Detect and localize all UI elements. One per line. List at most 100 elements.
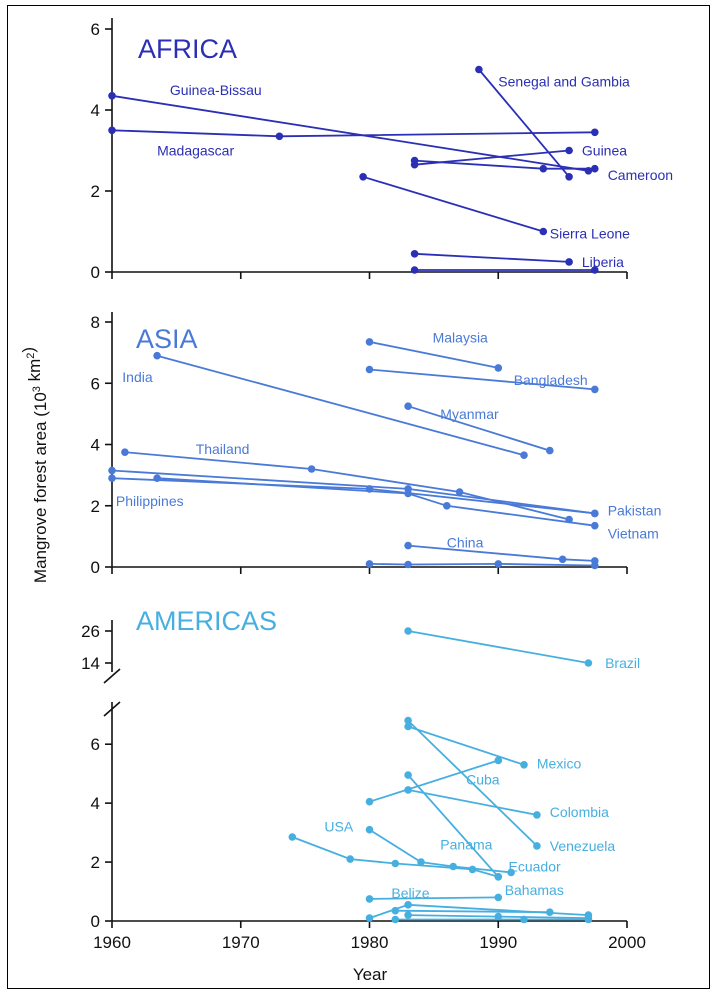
africa-y-tick-label: 4 xyxy=(91,101,100,120)
data-point xyxy=(494,364,503,372)
country-label: USA xyxy=(324,819,353,835)
country-label: Madagascar xyxy=(157,143,234,159)
data-point xyxy=(365,797,374,806)
americas-y-tick-label: 4 xyxy=(91,794,100,813)
data-point xyxy=(494,756,503,765)
data-point xyxy=(520,451,528,460)
data-point xyxy=(584,659,593,667)
series-line xyxy=(407,774,499,878)
series-line xyxy=(369,759,499,803)
country-label: Liberia xyxy=(582,254,624,270)
data-point xyxy=(404,771,412,779)
data-point xyxy=(410,250,419,258)
data-point xyxy=(565,146,573,155)
country-label: Panama xyxy=(440,836,492,852)
data-point xyxy=(591,385,599,394)
data-point xyxy=(417,858,425,866)
data-point xyxy=(591,164,599,173)
data-point xyxy=(449,862,458,871)
asia-y-tick-label: 6 xyxy=(91,374,100,393)
data-point xyxy=(307,465,316,473)
data-point xyxy=(591,521,599,530)
data-point xyxy=(507,868,515,877)
data-point xyxy=(404,560,412,569)
asia-y-tick-label: 8 xyxy=(91,313,100,332)
americas-y-tick-label: 6 xyxy=(91,735,100,754)
country-label: Thailand xyxy=(196,441,250,457)
data-point xyxy=(443,502,451,510)
country-label: Malaysia xyxy=(433,329,488,345)
data-point xyxy=(455,488,464,496)
data-point xyxy=(108,126,116,135)
x-axis-label: Year xyxy=(353,965,388,984)
country-label: China xyxy=(447,535,484,551)
data-point xyxy=(584,915,593,924)
data-point xyxy=(153,351,161,360)
data-point xyxy=(108,474,116,483)
series-line xyxy=(369,562,595,567)
data-point xyxy=(365,825,374,834)
series-line xyxy=(369,896,499,900)
series-line xyxy=(124,451,570,521)
data-point xyxy=(591,128,599,137)
data-point xyxy=(591,266,599,274)
data-point xyxy=(365,560,374,568)
y-axis-label-part: Mangrove forest area (10 xyxy=(31,392,50,583)
data-point xyxy=(520,915,528,924)
data-point xyxy=(546,446,554,455)
data-point xyxy=(404,911,412,919)
data-point xyxy=(533,811,541,819)
series-line xyxy=(407,789,538,816)
series-line xyxy=(478,68,570,178)
africa-y-tick-label: 2 xyxy=(91,182,100,201)
country-label: Pakistan xyxy=(608,502,662,518)
africa-y-tick-label: 6 xyxy=(91,20,100,39)
data-point xyxy=(404,716,412,725)
y-axis-label-part: km xyxy=(25,359,44,386)
country-label: Ecuador xyxy=(509,859,561,875)
asia-y-tick-label: 0 xyxy=(91,558,100,577)
asia-y-tick-label: 2 xyxy=(91,497,100,516)
data-point xyxy=(404,402,412,411)
americas-panel: 0 2 4 6 26 14 AMERICAS Brazil Mexico Cuba Colombia… xyxy=(81,606,640,931)
x-tick-label: 1970 xyxy=(222,933,260,952)
data-point xyxy=(153,474,161,483)
country-label: Myanmar xyxy=(440,406,499,422)
series-line xyxy=(362,175,544,233)
series-line xyxy=(369,828,512,874)
data-point xyxy=(288,833,297,841)
data-point xyxy=(494,560,503,568)
data-point xyxy=(365,365,374,374)
country-label: Cuba xyxy=(466,772,500,788)
country-label: Vietnam xyxy=(608,525,659,541)
country-label: Belize xyxy=(391,885,429,901)
data-point xyxy=(539,227,548,236)
americas-title: AMERICAS xyxy=(136,606,277,636)
data-point xyxy=(494,873,503,881)
data-point xyxy=(404,541,412,550)
x-tick-label: 1960 xyxy=(93,933,131,952)
country-label: Mexico xyxy=(537,755,582,771)
series-line xyxy=(408,544,595,562)
asia-title: ASIA xyxy=(136,324,198,354)
country-label: Senegal and Gambia xyxy=(498,74,630,90)
africa-panel: 0 2 4 6 AFRICA Guinea-Bissau Madagascar Senegal… xyxy=(91,18,673,282)
data-point xyxy=(494,893,503,902)
data-point xyxy=(391,915,400,924)
americas-y-tick-label: 26 xyxy=(81,622,100,641)
country-label: Brazil xyxy=(605,655,640,671)
data-point xyxy=(591,561,599,570)
data-point xyxy=(591,509,599,518)
data-point xyxy=(121,448,129,457)
figure-frame xyxy=(7,5,710,989)
data-point xyxy=(410,156,419,165)
series-line xyxy=(157,477,595,527)
data-point xyxy=(404,627,412,635)
data-point xyxy=(391,859,400,868)
data-point xyxy=(539,164,548,173)
data-point xyxy=(475,65,483,74)
americas-axis-break-mark xyxy=(103,701,121,717)
americas-y-tick-label: 14 xyxy=(81,654,100,673)
asia-y-tick-label: 4 xyxy=(91,436,100,455)
country-label: Colombia xyxy=(550,804,609,820)
